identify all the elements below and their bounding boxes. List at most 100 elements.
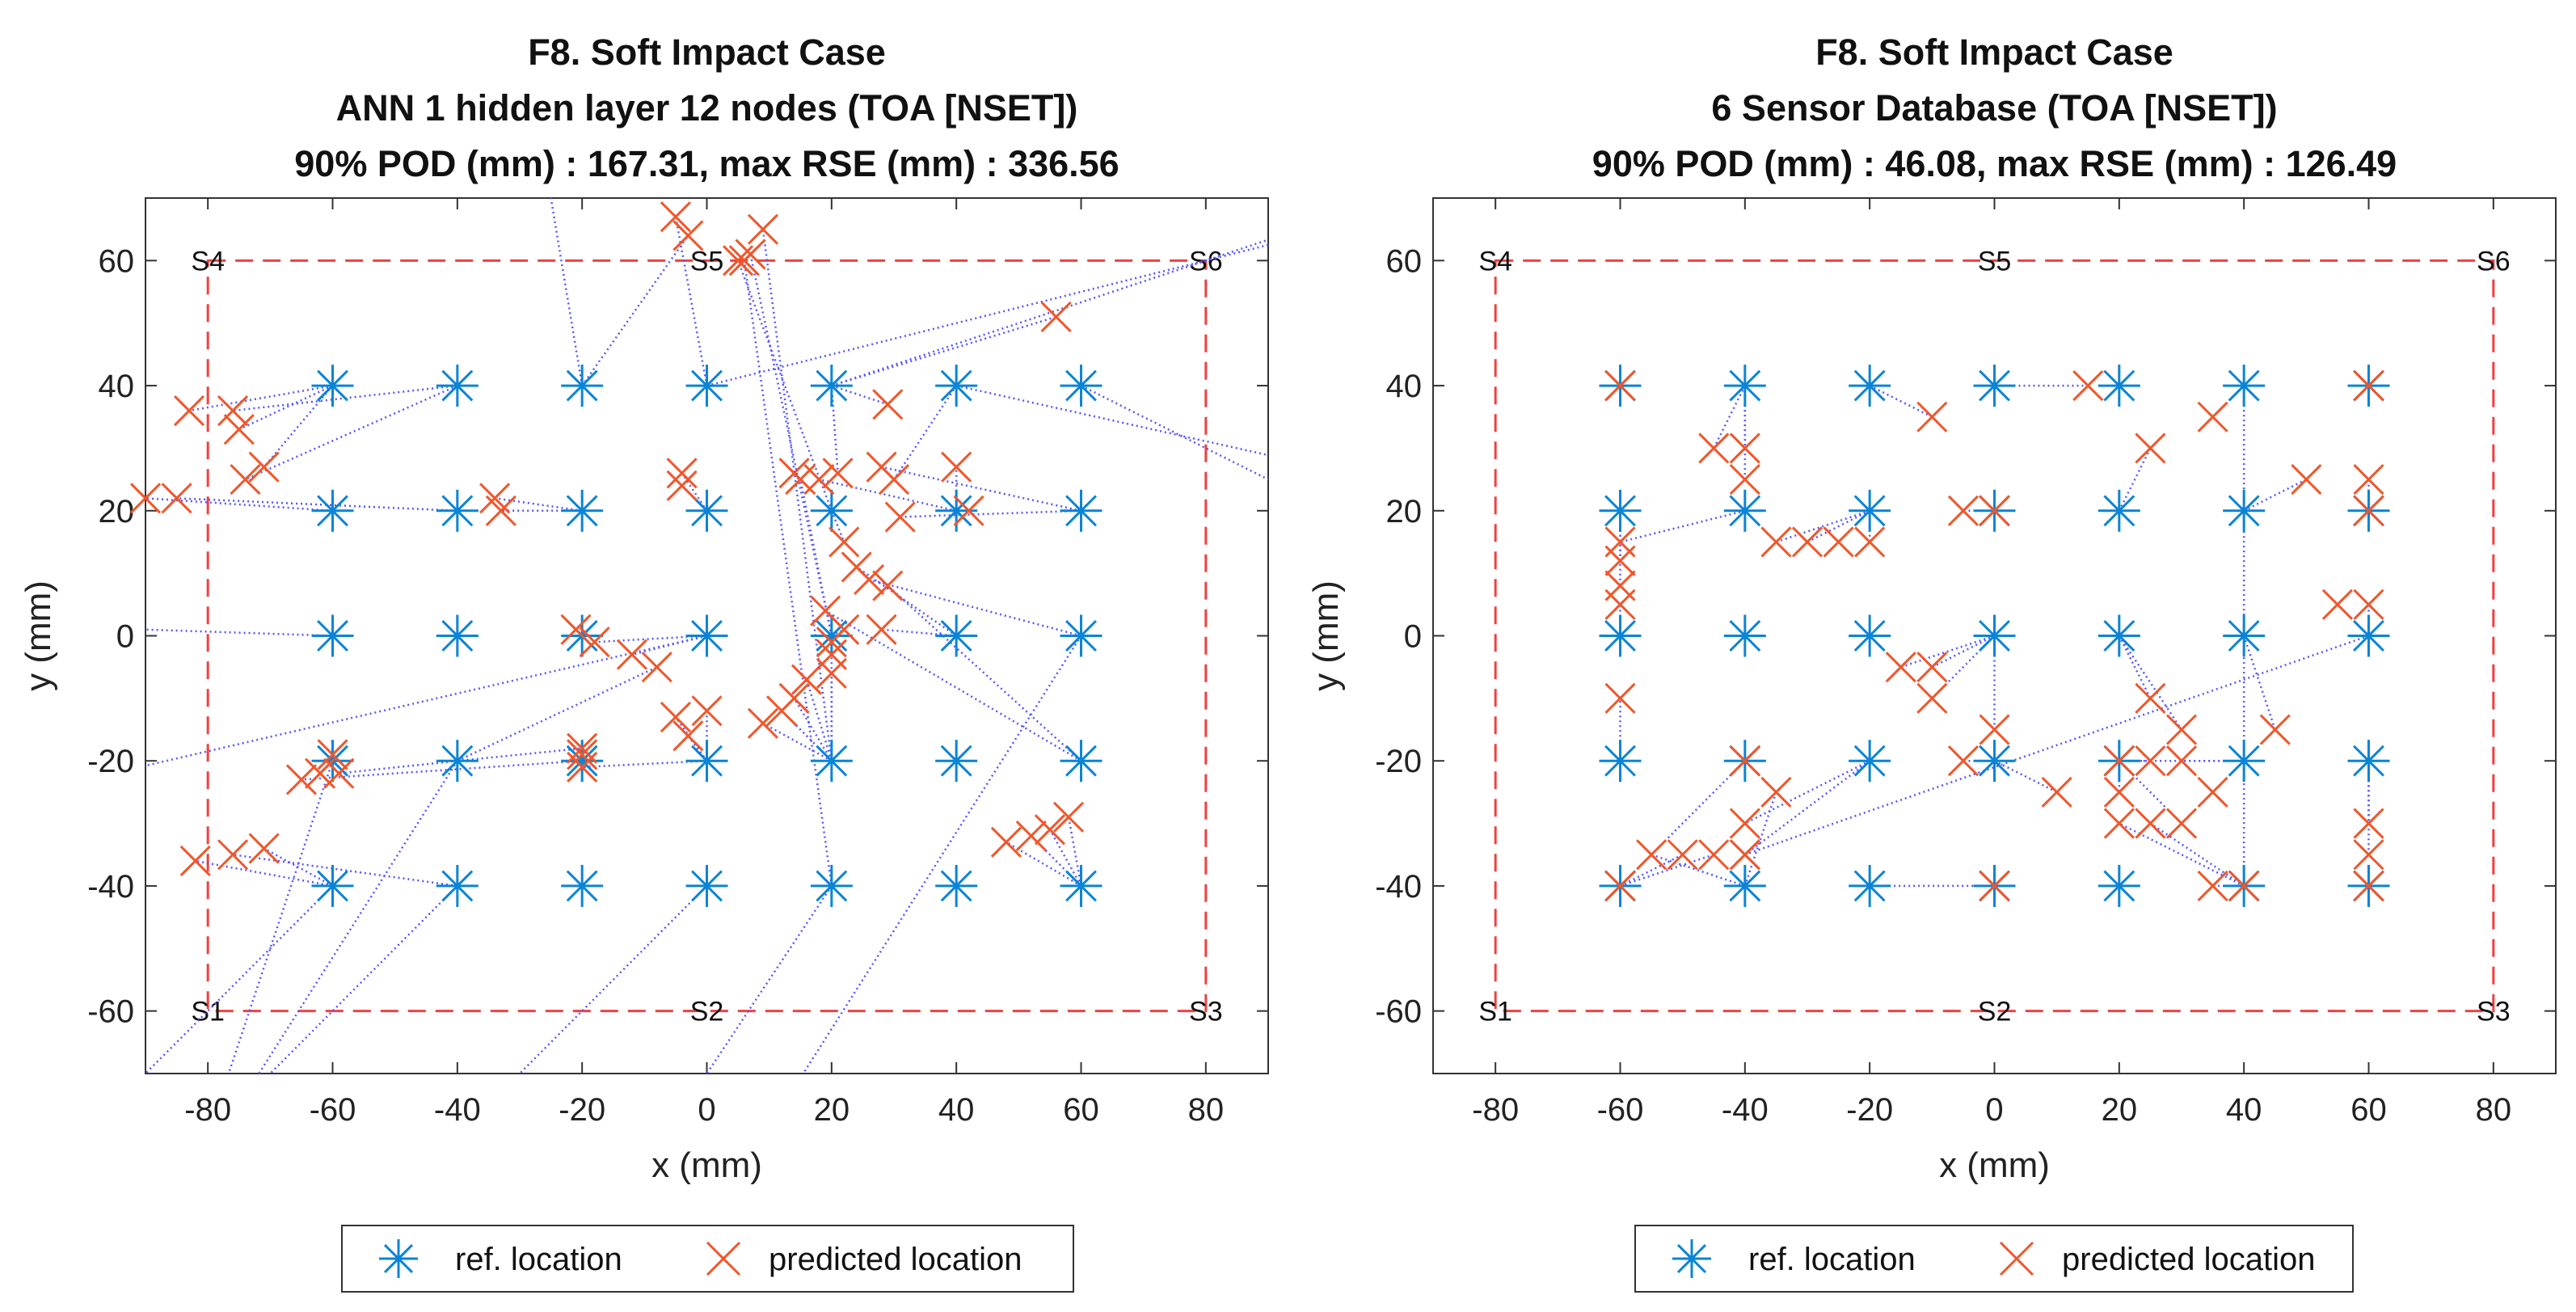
- predicted-location-marker: [1604, 545, 1636, 576]
- x-axis-label: x (mm): [1939, 1145, 2050, 1185]
- error-line: [145, 635, 707, 767]
- predicted-location-marker: [248, 451, 280, 483]
- error-line: [1743, 791, 1777, 887]
- predicted-location-marker: [1034, 814, 1065, 846]
- pred-cross-stroke: [2135, 432, 2166, 464]
- ref-star-stroke: [2228, 745, 2260, 777]
- ref-star-stroke: [317, 870, 348, 902]
- error-line: [594, 635, 707, 643]
- ref-star-stroke: [1853, 495, 1886, 527]
- predicted-location-marker: [2135, 808, 2166, 839]
- error-line: [227, 760, 334, 1074]
- error-line: [1744, 760, 1870, 856]
- chart-title-line: 90% POD (mm) : 46.08, max RSE (mm) : 126…: [1592, 143, 2397, 184]
- chart-title-line: F8. Soft Impact Case: [1815, 32, 2173, 73]
- predicted-location-marker: [1698, 432, 1730, 464]
- pred-cross-stroke: [173, 394, 205, 427]
- x-tick-label: 40: [2226, 1092, 2262, 1128]
- pred-cross-stroke: [1729, 464, 1760, 496]
- ref-star-stroke: [566, 745, 598, 777]
- pred-cross-stroke: [660, 201, 691, 233]
- predicted-location-marker: [666, 470, 698, 501]
- pred-cross-stroke: [660, 702, 691, 733]
- pred-cross-stroke: [616, 639, 647, 670]
- predicted-location-marker: [2197, 776, 2228, 808]
- ref-star-stroke: [1065, 620, 1097, 652]
- error-line: [188, 384, 333, 412]
- error-line: [1900, 635, 1995, 669]
- ref-location-marker: [810, 740, 853, 783]
- error-line: [1807, 509, 1870, 543]
- pred-cross-stroke: [672, 720, 704, 752]
- y-tick-label: -60: [87, 994, 134, 1030]
- predicted-location-marker: [691, 695, 723, 727]
- pred-cross-stroke: [1604, 545, 1636, 576]
- ref-star-stroke: [2103, 870, 2135, 902]
- legend-pred-label: predicted location: [2062, 1242, 2316, 1277]
- ref-location-marker: [685, 614, 728, 657]
- predicted-location-marker: [285, 764, 317, 795]
- predicted-location-marker: [1040, 301, 1072, 333]
- x-tick-label: -80: [1472, 1092, 1519, 1128]
- error-line: [743, 260, 833, 887]
- pred-cross-stroke: [854, 563, 885, 595]
- ref-star-stroke: [2103, 369, 2135, 402]
- ref-location-marker: [1973, 740, 2016, 783]
- pred-cross-stroke: [2135, 682, 2166, 714]
- ref-star-stroke: [1853, 870, 1886, 902]
- pred-cross-stroke: [567, 732, 598, 764]
- pred-cross-stroke: [1760, 776, 1792, 808]
- predicted-location-marker: [317, 739, 348, 770]
- predicted-location-marker: [1947, 745, 1979, 777]
- predicted-location-marker: [485, 495, 516, 526]
- predicted-location-marker: [1604, 370, 1636, 402]
- pred-cross-stroke: [1604, 589, 1636, 620]
- pred-cross-stroke: [1604, 682, 1636, 714]
- sensor-label-S3: S3: [1189, 997, 1223, 1027]
- error-line: [1776, 509, 1870, 543]
- x-tick-label: 40: [938, 1092, 975, 1128]
- pred-cross-stroke: [2197, 776, 2228, 808]
- pred-cross-stroke: [485, 495, 516, 526]
- predicted-location-marker: [1636, 839, 1667, 871]
- error-line: [736, 259, 833, 512]
- predicted-location-marker: [1729, 464, 1760, 496]
- predicted-location-marker: [1015, 820, 1047, 852]
- ref-location-marker: [2347, 614, 2390, 657]
- sensor-label-S6: S6: [2477, 246, 2511, 276]
- ref-star-stroke: [1853, 369, 1886, 402]
- y-tick-label: 60: [1386, 243, 1423, 279]
- x-tick-label: 80: [1188, 1092, 1225, 1128]
- predicted-location-marker: [884, 501, 916, 533]
- predicted-location-marker: [2353, 839, 2384, 871]
- ref-location-marker: [810, 365, 853, 407]
- predicted-location-marker: [129, 483, 162, 514]
- pred-cross-stroke: [1604, 870, 1636, 901]
- ref-location-marker: [436, 864, 479, 907]
- pred-cross-stroke: [1999, 1241, 2034, 1276]
- ref-star-stroke: [441, 745, 474, 777]
- ref-star-stroke: [566, 369, 598, 402]
- ref-location-marker: [2347, 740, 2390, 783]
- pred-cross-stroke: [129, 483, 162, 514]
- y-tick-label: -60: [1375, 994, 1422, 1030]
- ref-star-stroke: [2228, 369, 2260, 402]
- x-tick-label: 80: [2476, 1092, 2512, 1128]
- ref-star-stroke: [1729, 369, 1761, 402]
- pred-cross-stroke: [2353, 589, 2384, 620]
- ref-location-marker: [935, 614, 978, 657]
- plot-area: S1 S2 S3 S4 S5 S6: [1478, 246, 2510, 1027]
- ref-location-marker: [1723, 864, 1766, 907]
- chart-title-line: 6 Sensor Database (TOA [NSET]): [1711, 87, 2277, 129]
- pred-cross-stroke: [2165, 714, 2198, 745]
- sensor-label-S1: S1: [191, 997, 225, 1027]
- ref-star-stroke: [691, 620, 723, 652]
- y-tick-label: 20: [1386, 494, 1423, 529]
- pred-cross-stroke: [2103, 776, 2135, 808]
- pred-cross-stroke: [2135, 745, 2166, 777]
- sensor-label-S1: S1: [1478, 997, 1512, 1027]
- ref-star-stroke: [1604, 745, 1636, 777]
- pred-cross-stroke: [803, 464, 835, 496]
- ref-location-marker: [311, 489, 354, 532]
